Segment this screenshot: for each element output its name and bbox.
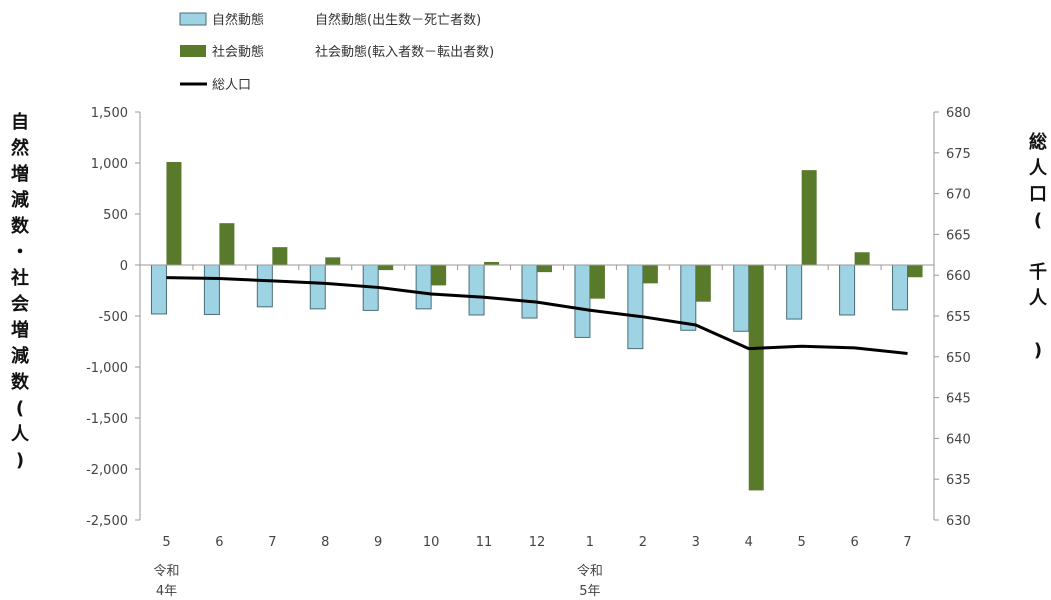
social-change-bar [907,265,923,278]
social-change-bar [484,261,500,265]
left-tick-label: -2,000 [86,463,128,478]
legend-swatch-social [180,45,206,57]
left-tick-label: -500 [98,310,128,325]
left-tick-label: -1,500 [86,412,128,427]
social-change-bar [325,257,341,265]
right-tick-label: 665 [946,228,971,243]
population-line [166,276,908,356]
x-tick-label: 4 [745,535,753,550]
social-change-bar [272,247,288,265]
x-tick-label: 6 [215,535,223,550]
social-change-bar [219,223,235,265]
right-tick-label: 640 [946,432,971,447]
natural-change-bar [150,264,167,315]
x-tick-label: 1 [586,535,594,550]
x-tick-label: 5 [798,535,806,550]
era-label: 令和 [577,564,603,579]
natural-change-bar [415,264,432,310]
legend-social-label: 社会動態 [212,44,264,60]
right-tick-label: 675 [946,147,971,162]
x-tick-label: 11 [476,535,493,550]
social-change-bar [537,265,552,273]
natural-change-bar [892,264,909,311]
x-tick-label: 7 [903,535,911,550]
x-tick-label: 10 [423,535,440,550]
social-change-bar [748,265,764,491]
right-tick-label: 680 [946,106,971,121]
legend-natural-desc: 自然動態(出生数－死亡者数) [315,12,481,28]
right-tick-label: 630 [946,514,971,529]
natural-change-bar [468,264,485,316]
left-tick-label: 0 [120,259,128,274]
natural-change-bar [574,264,591,338]
social-change-bar [589,265,605,299]
natural-change-bar [786,264,803,320]
natural-change-bar [256,264,273,308]
era-label: 令和 [153,564,179,579]
social-change-bar [166,161,182,265]
natural-change-bar [733,264,750,332]
era-label: 5年 [579,584,600,599]
social-change-bar [695,265,711,302]
social-change-bar [378,265,394,271]
social-change-bar [431,265,447,286]
left-tick-label: -1,000 [86,361,128,376]
x-tick-label: 8 [321,535,329,550]
legend: 自然動態 自然動態(出生数－死亡者数) 社会動態 社会動態(転入者数－転出者数)… [179,12,494,93]
right-tick-label: 655 [946,310,971,325]
x-tick-label: 3 [692,535,700,550]
social-change-bar [854,252,870,265]
x-tick-label: 9 [374,535,382,550]
legend-swatch-natural [179,12,207,26]
natural-change-bar [680,264,697,331]
era-label: 4年 [156,584,177,599]
bars [150,161,923,491]
zero-line [139,264,935,270]
x-tick-label: 6 [850,535,858,550]
right-tick-label: 635 [946,473,971,488]
x-tick-label: 7 [268,535,276,550]
right-tick-label: 645 [946,392,971,407]
natural-change-bar [309,264,326,310]
left-axis-ticks: 1,500 1,000 500 0 -500 -1,000 -1,500 -2,000 -2,5… [86,106,140,529]
left-tick-label: 500 [103,208,128,223]
right-axis-ticks: 680 675 670 665 660 655 650 645 640 635 630 [934,106,971,529]
legend-natural-label: 自然動態 [212,12,264,28]
x-tick-label: 12 [529,535,546,550]
right-tick-label: 660 [946,269,971,284]
x-tick-label: 2 [639,535,647,550]
era-labels: 令和 4年 令和 5年 [153,564,602,599]
x-tick-label: 5 [162,535,170,550]
left-axis-title: 自然増減数・社会増減数(人) [11,111,30,471]
social-change-bar [801,170,817,265]
right-tick-label: 670 [946,188,971,203]
left-tick-label: 1,500 [91,106,128,121]
left-tick-label: -2,500 [86,514,128,529]
natural-change-bar [627,264,644,350]
natural-change-bar [203,264,220,315]
right-tick-label: 650 [946,351,971,366]
social-change-bar [642,265,658,284]
left-tick-label: 1,000 [91,157,128,172]
legend-social-desc: 社会動態(転入者数－転出者数) [315,44,494,60]
natural-change-bar [839,264,856,316]
right-axis-title: 総人口( 千人 ) [1029,131,1048,361]
natural-change-bar [521,264,538,319]
legend-population-label: 総人口 [212,78,251,93]
x-axis-labels: 5 6 7 8 9 10 11 12 1 2 3 4 5 6 7 [162,535,911,550]
total-population-line [166,276,908,356]
